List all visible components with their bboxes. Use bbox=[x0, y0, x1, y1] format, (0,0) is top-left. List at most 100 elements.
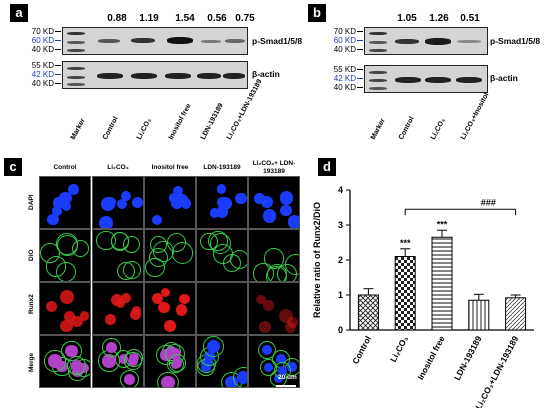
category-label: Li₂CO₃ bbox=[388, 334, 410, 363]
marker-band bbox=[369, 32, 387, 35]
panel-b-control-label: β-actin bbox=[490, 73, 518, 83]
ratio-value: 1.19 bbox=[139, 13, 159, 24]
scale-bar-label: 20 um bbox=[278, 374, 297, 381]
ratio-value: 1.26 bbox=[429, 13, 449, 24]
column-header: Control bbox=[53, 164, 77, 171]
marker-band bbox=[67, 49, 85, 52]
actin-band bbox=[165, 73, 191, 79]
marker-band bbox=[67, 67, 85, 70]
row-header: DAPI bbox=[28, 194, 35, 210]
cell-membrane bbox=[110, 232, 130, 252]
micrograph-dio-1 bbox=[39, 229, 91, 282]
nucleus bbox=[118, 354, 129, 364]
runx2-signal bbox=[59, 289, 74, 304]
cell-membrane bbox=[66, 355, 87, 376]
micrograph-runx2-1 bbox=[39, 282, 91, 335]
runx2-signal bbox=[164, 320, 176, 332]
category-label: Control bbox=[350, 334, 373, 365]
y-tick-label: 4 bbox=[338, 185, 343, 195]
row-header: Merge bbox=[28, 352, 35, 372]
mw-tick bbox=[55, 83, 61, 84]
mw-tick bbox=[357, 69, 363, 70]
runx2-signal bbox=[158, 301, 170, 314]
nucleus bbox=[225, 375, 239, 387]
runx2-signal bbox=[79, 311, 90, 322]
nucleus bbox=[161, 376, 175, 387]
micrograph-dapi-3 bbox=[144, 176, 196, 229]
mw-label: 40 KD bbox=[333, 83, 356, 92]
panel-b-label: b bbox=[308, 4, 326, 22]
cell-membrane bbox=[124, 348, 143, 367]
ratio-value: 0.51 bbox=[460, 13, 480, 24]
panel-b-target-label: p-Smad1/5/8 bbox=[490, 36, 541, 46]
runx2-signal bbox=[111, 293, 124, 307]
panel-a-target-label: p-Smad1/5/8 bbox=[252, 36, 303, 46]
nucleus bbox=[264, 362, 274, 373]
ratio-value: 0.75 bbox=[235, 13, 255, 24]
nucleus bbox=[169, 347, 182, 360]
scale-bar bbox=[276, 385, 296, 387]
category-label: Inositol free bbox=[415, 334, 447, 381]
nucleus bbox=[105, 341, 117, 353]
mw-label: 55 KD bbox=[333, 65, 356, 74]
nucleus bbox=[151, 215, 163, 226]
mw-label: 40 KD bbox=[31, 45, 54, 54]
bar bbox=[505, 297, 527, 331]
nucleus bbox=[287, 362, 297, 372]
mw-tick bbox=[357, 40, 363, 41]
micrograph-merge-4 bbox=[196, 335, 248, 388]
panel-c-label: c bbox=[4, 158, 22, 176]
runx2-signal bbox=[175, 303, 188, 316]
nucleus bbox=[58, 191, 72, 205]
psmad-band bbox=[457, 40, 481, 43]
nucleus bbox=[170, 195, 184, 209]
y-tick-label: 0 bbox=[338, 325, 343, 335]
runx2-signal bbox=[256, 294, 266, 305]
significance-marker: *** bbox=[437, 219, 448, 229]
nucleus bbox=[273, 373, 283, 383]
psmad-band bbox=[425, 38, 451, 45]
y-axis-label: Relative ratio of Runx2/DiO bbox=[312, 202, 322, 318]
marker-band bbox=[67, 32, 85, 35]
runx2-signal bbox=[284, 322, 296, 333]
cell-membrane bbox=[120, 370, 140, 387]
psmad-band bbox=[201, 40, 221, 43]
lane-label: Li₂CO₃+Inositol bbox=[459, 91, 491, 141]
panel-b-actin-blot bbox=[364, 65, 488, 93]
runx2-signal bbox=[287, 316, 299, 328]
nucleus bbox=[172, 358, 183, 368]
runx2-signal bbox=[63, 311, 75, 323]
lane-label: Li₂CO₃ bbox=[429, 117, 447, 141]
nucleus bbox=[279, 190, 294, 205]
marker-band bbox=[67, 41, 85, 44]
actin-band bbox=[395, 77, 421, 83]
bar bbox=[468, 299, 490, 331]
mw-tick bbox=[55, 49, 61, 50]
nucleus bbox=[46, 213, 59, 226]
cell-membrane bbox=[273, 362, 291, 380]
nucleus bbox=[98, 215, 113, 228]
psmad-band bbox=[98, 39, 120, 43]
cell-membrane bbox=[203, 336, 225, 358]
psmad-band bbox=[131, 38, 155, 43]
nucleus bbox=[209, 208, 220, 219]
nucleus bbox=[48, 354, 62, 368]
ratio-value: 0.88 bbox=[107, 13, 127, 24]
lane-label: Control bbox=[101, 115, 120, 141]
nucleus bbox=[65, 344, 78, 358]
mw-tick bbox=[55, 40, 61, 41]
y-tick-label: 3 bbox=[338, 220, 343, 230]
significance-marker: *** bbox=[400, 238, 411, 248]
nucleus bbox=[201, 362, 211, 373]
category-label: LDN-193189 bbox=[452, 334, 484, 382]
lane-label: Marker bbox=[69, 117, 87, 141]
row-header: Runx2 bbox=[28, 294, 35, 314]
nucleus bbox=[260, 195, 274, 208]
nucleus bbox=[253, 192, 265, 204]
actin-band bbox=[456, 77, 482, 83]
panel-a-control-label: β-actin bbox=[252, 69, 280, 79]
mw-label: 55 KD bbox=[31, 61, 54, 70]
micrograph-runx2-5 bbox=[248, 282, 300, 335]
cell-membrane bbox=[157, 372, 179, 387]
y-tick-label: 2 bbox=[338, 255, 343, 265]
